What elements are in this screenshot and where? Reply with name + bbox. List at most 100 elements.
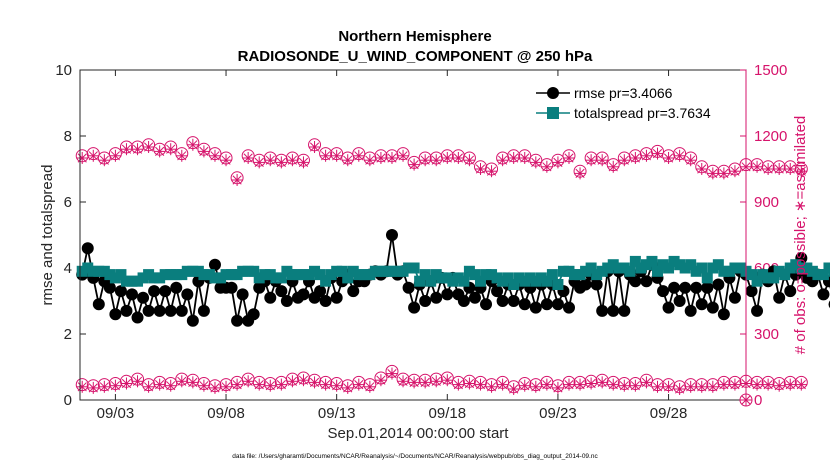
y-axis-label-left: rmse and totalspread [39,165,56,306]
totalspread-point [198,269,210,281]
rmse-point [347,285,360,298]
totalspread-point [325,269,337,281]
totalspread-point [87,265,99,277]
totalspread-point [286,269,298,281]
assimilated-obs-point [662,380,675,393]
totalspread-point [480,269,492,281]
assimilated-obs-point [706,167,719,180]
asterisk-stroke [586,155,596,165]
totalspread-point [723,265,735,277]
totalspread-point [502,272,514,284]
assimilated-obs-point [717,167,730,180]
assimilated-obs-point [695,163,708,175]
asterisk-stroke [608,162,618,172]
totalspread-point [93,265,105,277]
totalspread-point [569,269,581,281]
assimilated-obs-point [120,377,133,390]
asterisk-stroke [166,381,176,391]
totalspread-point [165,269,177,281]
assimilated-obs-point [385,152,398,164]
totalspread-point [264,269,276,281]
totalspread-point [375,265,387,277]
asterisk-stroke [509,384,519,394]
totalspread-point [712,259,724,271]
rmse-point [562,301,575,314]
legend-box [532,80,738,122]
series-3 [76,138,808,186]
totalspread-point [98,265,110,277]
totalspread-point [369,265,381,277]
asterisk-stroke [287,155,298,165]
totalspread-point [353,269,365,281]
asterisk-stroke [608,380,618,390]
assimilated-obs-point [397,375,410,388]
totalspread-point [591,269,603,281]
totalspread-point [624,265,636,277]
totalspread-point [170,269,182,281]
y-tick-label-right: 0 [754,392,762,409]
assimilated-obs-point [618,379,631,392]
rmse-point [314,285,327,298]
assimilated-obs-point [98,380,111,393]
asterisk-stroke [542,162,552,172]
assimilated-obs-point [629,379,642,392]
assimilated-obs-point [562,152,575,164]
totalspread-point [242,265,254,277]
asterisk-stroke [730,380,740,390]
rmse-point [159,285,172,298]
assimilated-obs-point [197,379,210,392]
y-tick-label-left: 10 [55,62,72,79]
y-tick-label-left: 0 [64,392,72,409]
rmse-point [684,304,697,317]
rmse-point [197,304,210,317]
asterisk-stroke [520,153,530,163]
rmse-point [507,295,520,307]
totalspread-point [613,262,625,274]
assimilated-obs-point [186,138,199,151]
assimilated-obs-point [430,375,443,388]
totalspread-point [668,255,680,267]
asterisk-stroke [675,151,685,161]
totalspread-point [469,269,481,281]
asterisk-stroke [575,168,585,178]
totalspread-point [762,272,774,284]
assimilated-obs-point [286,375,299,388]
totalspread-point [159,269,171,281]
totalspread-point [474,275,486,287]
y-tick-label-left: 8 [64,128,72,145]
totalspread-point [557,265,569,277]
asterisk-stroke [663,153,674,163]
assimilated-obs-point [673,383,686,395]
rmse-point [109,308,122,321]
totalspread-point [701,272,713,284]
assimilated-obs-point [485,380,498,393]
asterisk-stroke [210,383,220,393]
asterisk-stroke [221,382,231,392]
assimilated-obs-point [408,376,421,389]
asterisk-stroke [475,380,486,390]
totalspread-point [248,265,260,277]
assimilated-obs-point [651,380,664,393]
asterisk-stroke [752,162,762,172]
assimilated-obs-point [585,377,598,390]
assimilated-obs-point [728,165,741,178]
assimilated-obs-point [496,154,509,167]
totalspread-point [132,275,144,287]
asterisk-stroke [276,380,286,390]
assimilated-obs-point [253,378,266,391]
asterisk-stroke [486,382,497,392]
rmse-point [596,304,609,317]
totalspread-point [419,269,431,281]
rmse-point [330,291,343,304]
totalspread-point [292,269,304,281]
asterisk-stroke [243,153,253,163]
totalspread-point [646,255,658,267]
assimilated-obs-point [695,380,708,393]
asterisk-stroke [143,382,154,392]
totalspread-point [436,272,448,284]
rmse-point [817,288,830,301]
assimilated-obs-point [231,378,244,391]
x-tick-label: 09/28 [650,405,688,422]
asterisk-stroke [442,153,452,163]
totalspread-point [425,275,437,287]
